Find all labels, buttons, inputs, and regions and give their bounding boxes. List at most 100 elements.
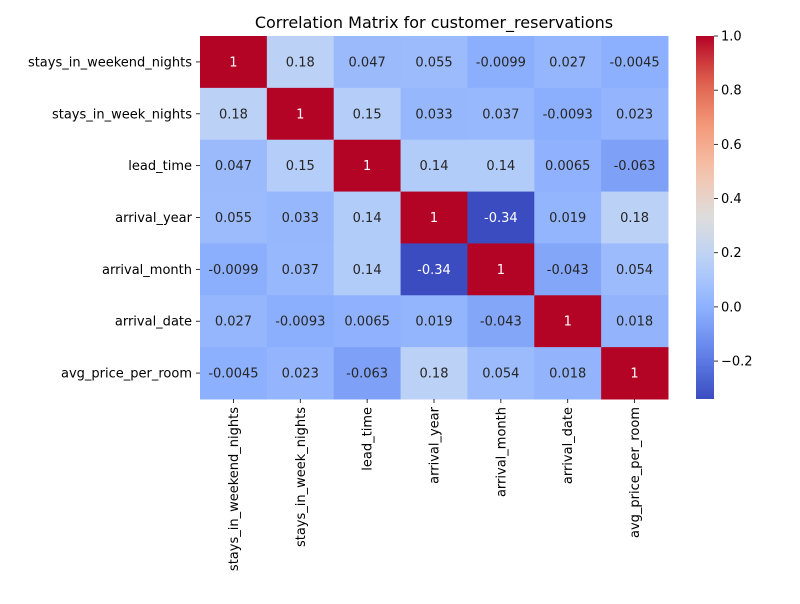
cell-annotation: -0.0093 — [275, 315, 325, 330]
heatmap-cell — [266, 87, 335, 141]
chart-title: Correlation Matrix for customer_reservat… — [255, 13, 613, 33]
heatmap-cell — [601, 191, 669, 244]
cell-annotation: 1 — [363, 159, 371, 174]
heatmap-cell — [601, 295, 669, 348]
heatmap-cell — [266, 36, 335, 89]
colorbar-tick-label: −0.2 — [721, 355, 753, 370]
cell-annotation: 1 — [564, 315, 572, 330]
heatmap-cell — [200, 87, 268, 141]
y-tick-label: lead_time — [128, 159, 192, 174]
colorbar-tick-label: 0.6 — [721, 138, 742, 153]
y-tick-label: arrival_year — [115, 211, 192, 226]
x-tick-label: stays_in_week_nights — [294, 407, 309, 547]
cell-annotation: 0.15 — [286, 159, 315, 174]
heatmap-cell — [601, 139, 669, 193]
heatmap-cell — [467, 191, 535, 244]
heatmap-cell — [400, 36, 468, 89]
heatmap-cell — [200, 191, 268, 244]
cell-annotation: 0.047 — [215, 159, 252, 174]
x-axis: stays_in_weekend_nights stays_in_week_nig… — [227, 399, 643, 571]
heatmap-cell — [400, 347, 468, 400]
heatmap-cell — [467, 347, 535, 400]
heatmap-cell — [200, 36, 268, 89]
heatmap-cell — [333, 139, 402, 193]
colorbar-tick-label: 0.4 — [721, 192, 742, 207]
cell-annotation: 1 — [229, 55, 237, 70]
heatmap-cell — [467, 36, 535, 89]
cell-annotation: 0.14 — [353, 263, 382, 278]
heatmap-cell — [200, 295, 268, 348]
cell-annotation: 0.055 — [415, 55, 452, 70]
cell-annotation: 0.047 — [349, 55, 386, 70]
heatmap-cell — [200, 243, 268, 296]
heatmap-cell — [467, 139, 535, 193]
cell-annotation: -0.0045 — [609, 55, 659, 70]
heatmap-cell — [266, 139, 335, 193]
heatmap-cell — [534, 36, 602, 89]
heatmap-cell — [333, 243, 402, 296]
heatmap-cell — [400, 295, 468, 348]
cell-annotation: 0.037 — [282, 263, 319, 278]
cell-annotation: -0.0045 — [208, 367, 258, 382]
heatmap-cell — [601, 36, 669, 89]
y-tick-label: stays_in_weekend_nights — [28, 55, 192, 70]
heatmap-cell — [534, 243, 602, 296]
cell-annotation: 0.18 — [420, 367, 449, 382]
cell-annotation: 0.027 — [215, 315, 252, 330]
cell-annotation: 0.033 — [282, 211, 319, 226]
heatmap-cell — [601, 87, 669, 141]
heatmap-cell — [534, 87, 602, 141]
heatmap-cell — [400, 243, 468, 296]
heatmap-cell — [400, 87, 468, 141]
cell-annotation: 0.15 — [353, 107, 382, 122]
cell-annotation: 0.14 — [420, 159, 449, 174]
cell-annotation: 0.0065 — [344, 315, 390, 330]
cell-annotation: 0.14 — [353, 211, 382, 226]
cell-annotation: -0.0099 — [208, 263, 258, 278]
cell-annotation: 0.019 — [415, 315, 452, 330]
heatmap-cell — [266, 295, 335, 348]
cell-annotation: 1 — [430, 211, 438, 226]
heatmap-cells — [200, 36, 669, 400]
heatmap-cell — [534, 295, 602, 348]
cell-annotation: 1 — [296, 107, 304, 122]
heatmap-cell — [333, 295, 402, 348]
cell-annotation: 0.14 — [486, 159, 515, 174]
heatmap-cell — [467, 243, 535, 296]
cell-annotation: 0.019 — [549, 211, 586, 226]
cell-annotation: 0.054 — [482, 367, 519, 382]
cell-annotation: 0.023 — [282, 367, 319, 382]
heatmap-cell — [601, 347, 669, 400]
cell-annotation: 0.18 — [219, 107, 248, 122]
x-tick-label: arrival_date — [561, 407, 576, 484]
cell-annotation: 0.037 — [482, 107, 519, 122]
heatmap-cell — [266, 347, 335, 400]
heatmap-cell — [266, 191, 335, 244]
cell-annotation: -0.063 — [346, 367, 388, 382]
cell-annotation: -0.043 — [480, 315, 522, 330]
cell-annotation: 0.033 — [415, 107, 452, 122]
heatmap-cell — [400, 139, 468, 193]
y-tick-label: arrival_date — [115, 315, 192, 330]
cell-annotation: -0.0099 — [476, 55, 526, 70]
cell-annotation: -0.34 — [484, 211, 518, 226]
y-tick-label: avg_price_per_room — [61, 367, 192, 382]
colorbar-tick-label: 0.2 — [721, 246, 742, 261]
cell-annotation: 0.018 — [616, 315, 653, 330]
heatmap-cell — [534, 347, 602, 400]
cell-annotations: 1 0.18 0.047 0.055 -0.0099 0.027 -0.0045 0.18 1 0… — [208, 55, 659, 381]
heatmap-cell — [534, 139, 602, 193]
x-tick-label: lead_time — [361, 407, 376, 471]
cell-annotation: 0.027 — [549, 55, 586, 70]
cell-annotation: 0.18 — [620, 211, 649, 226]
cell-annotation: 0.023 — [616, 107, 653, 122]
heatmap-cell — [200, 347, 268, 400]
heatmap-cell — [601, 243, 669, 296]
x-tick-label: stays_in_weekend_nights — [227, 407, 242, 571]
cell-annotation: 0.0065 — [545, 159, 591, 174]
cell-annotation: 1 — [630, 367, 638, 382]
heatmap-cell — [266, 243, 335, 296]
heatmap-cell — [467, 295, 535, 348]
